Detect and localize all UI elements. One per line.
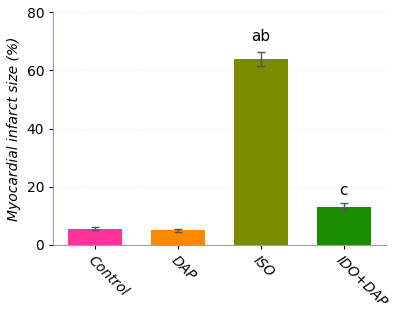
Bar xyxy=(151,230,205,245)
Bar xyxy=(234,59,288,245)
Text: c: c xyxy=(340,183,348,197)
Text: ab: ab xyxy=(251,29,270,44)
Bar xyxy=(317,207,371,245)
Bar xyxy=(68,229,122,245)
Y-axis label: Myocardial infarct size (%): Myocardial infarct size (%) xyxy=(7,36,21,221)
